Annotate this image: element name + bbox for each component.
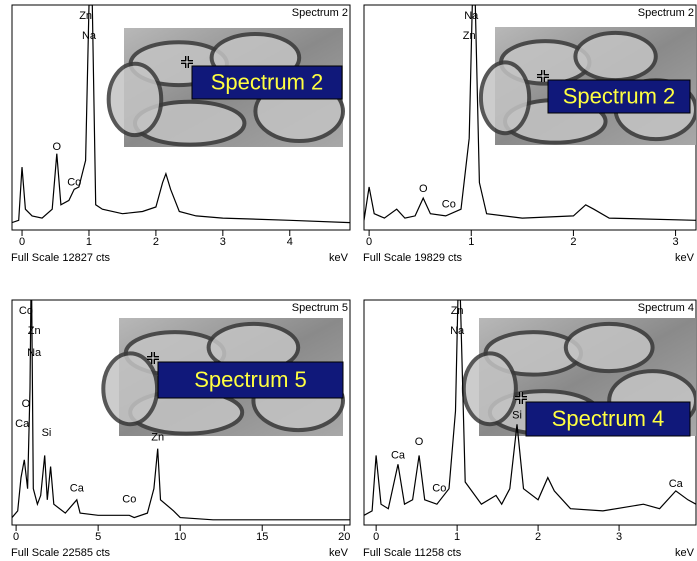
inset-label: Spectrum 4 (552, 406, 665, 431)
peak-label: O (53, 141, 62, 153)
grain (461, 351, 518, 427)
chart-title: Spectrum 4 (638, 302, 694, 314)
peak-label: Zn (28, 325, 41, 337)
inset-label: Spectrum 5 (194, 367, 307, 392)
marker-cross-in (181, 56, 193, 68)
label-box (547, 79, 691, 114)
peak-label: Zn (79, 10, 92, 22)
peak-label: O (419, 183, 428, 195)
peak-label: Ca (70, 483, 85, 495)
x-axis-label: keV (329, 252, 349, 264)
footer: Full Scale 22585 cts (11, 547, 111, 559)
grain (478, 60, 532, 136)
x-tick-label: 2 (153, 236, 159, 248)
peak-label: Na (450, 325, 465, 337)
spectrum-line (12, 5, 350, 224)
peak-label: Na (82, 30, 97, 42)
spectrum-line (364, 300, 696, 516)
x-tick-label: 20 (338, 531, 350, 543)
marker-cross-in (537, 70, 549, 82)
peak-label: O (22, 398, 31, 410)
peak-label: Zn (151, 432, 164, 444)
chart-title: Spectrum 2 (292, 7, 348, 19)
x-tick-label: 1 (454, 531, 460, 543)
x-tick-label: 0 (19, 236, 25, 248)
label-box (191, 65, 343, 100)
title-bg (634, 6, 695, 19)
grain (563, 321, 655, 374)
plot: Spectrum 4 Zn Na O Ca Co Si Ca (364, 300, 696, 516)
inset-label: Spectrum 2 (211, 69, 324, 94)
peak-label: Co (19, 305, 33, 317)
spectrum-line (364, 5, 696, 221)
peak-label: Co (432, 483, 446, 495)
x-tick-label: 2 (535, 531, 541, 543)
peak-label: Na (464, 10, 479, 22)
x-tick-label: 0 (366, 236, 372, 248)
peak-label: Zn (451, 305, 464, 317)
label-box (157, 361, 344, 399)
peak-label: Na (27, 347, 42, 359)
peak-label: Ca (15, 418, 30, 430)
footer: Full Scale 19829 cts (363, 252, 463, 264)
footer: Full Scale 11258 cts (363, 547, 462, 559)
x-tick-label: 5 (95, 531, 101, 543)
spectrum-line (12, 300, 350, 521)
chart-title: Spectrum 2 (638, 7, 694, 19)
plot: Spectrum 5 Co Zn Na O Ca Si Ca Co Zn (12, 300, 350, 521)
marker-cross-in (147, 352, 159, 364)
peak-label: Si (512, 409, 522, 421)
x-tick-label: 4 (287, 236, 293, 248)
x-tick-label: 1 (468, 236, 474, 248)
x-tick-label: 15 (256, 531, 268, 543)
x-tick-label: 3 (673, 236, 679, 248)
grain (101, 351, 160, 427)
title-bg (288, 6, 349, 19)
marker-cross-in (515, 392, 527, 404)
plot: Spectrum 2 Zn Na O Co (12, 5, 350, 224)
x-axis-label: keV (329, 547, 349, 559)
peak-label: Ca (391, 449, 406, 461)
x-tick-label: 3 (220, 236, 226, 248)
grain (106, 61, 164, 138)
peak-label: Zn (463, 30, 476, 42)
grain (573, 30, 658, 83)
peak-label: Si (42, 427, 52, 439)
x-tick-label: 0 (13, 531, 19, 543)
title-bg (634, 301, 695, 314)
x-tick-label: 0 (373, 531, 379, 543)
x-tick-label: 1 (86, 236, 92, 248)
x-tick-label: 10 (174, 531, 186, 543)
x-tick-label: 3 (616, 531, 622, 543)
x-tick-label: 2 (570, 236, 576, 248)
peak-label: Co (67, 177, 81, 189)
label-box (525, 401, 691, 437)
x-axis-label: keV (675, 252, 695, 264)
title-bg (288, 301, 349, 314)
peak-label: Co (442, 199, 456, 211)
footer: Full Scale 12827 cts (11, 252, 111, 264)
peak-label: Co (122, 494, 136, 506)
peak-label: O (415, 436, 424, 448)
plot: Spectrum 2 Na Zn O Co (364, 5, 696, 221)
chart-title: Spectrum 5 (292, 302, 348, 314)
x-axis-label: keV (675, 547, 695, 559)
peak-label: Ca (669, 478, 684, 490)
inset-label: Spectrum 2 (563, 83, 676, 108)
